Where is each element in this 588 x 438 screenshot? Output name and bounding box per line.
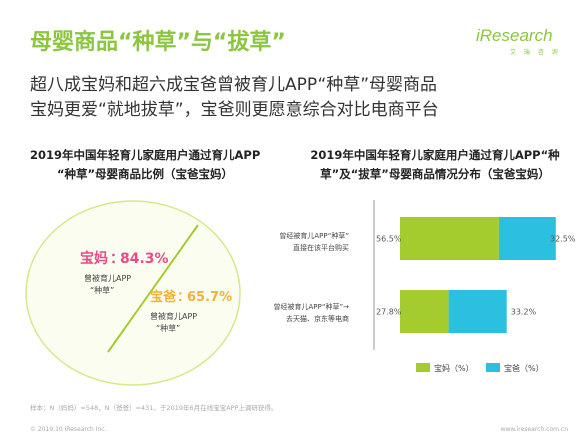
- mom-value-label: 84.3%: [120, 251, 169, 267]
- logo-subtext: 艾 瑞 咨 询: [510, 49, 561, 56]
- logo-text: iResearch: [476, 26, 553, 45]
- venn-divider: [107, 224, 199, 353]
- dad-value-label: 65.7%: [187, 290, 232, 305]
- site-url: www.iresearch.com.cn: [500, 426, 568, 433]
- copyright: © 2019.10 iResearch Inc.: [30, 426, 107, 433]
- bar-label-dad-category-1: 32.5%: [550, 235, 576, 244]
- bar-dad-category-2: [448, 290, 507, 333]
- bar-chart: 曾经被育儿APP“种草” 直接在该平台购买 曾经被育儿APP“种草”→ 去天猫、…: [274, 200, 576, 373]
- page-title: 母婴商品“种草”与“拔草”: [30, 30, 286, 55]
- category-1-label-line-2: 直接在该平台购买: [293, 243, 349, 252]
- legend-swatch-dad: [486, 363, 500, 372]
- legend-label-dad: 宝爸（%）: [504, 363, 544, 373]
- bar-dad-category-1: [498, 217, 556, 260]
- subtitle-line-2: 宝妈更爱“就地拔草”，宝爸则更愿意综合对比电商平台: [30, 100, 439, 120]
- right-chart-title-line-1: 2019年中国年轻育儿家庭用户通过育儿APP“种: [310, 148, 560, 162]
- iresearch-logo: iResearch 艾 瑞 咨 询: [476, 26, 566, 56]
- legend-label-mom: 宝妈（%）: [434, 363, 474, 373]
- dad-desc-line-2: “种草”: [156, 323, 180, 333]
- dad-desc-line-1: 曾被育儿APP: [150, 311, 197, 321]
- mom-colon: ：: [110, 251, 124, 267]
- left-chart-title-line-1: 2019年中国年轻育儿家庭用户通过育儿APP: [30, 148, 261, 162]
- dad-group-label: 宝爸: [150, 289, 176, 305]
- venn-chart: 宝妈 ： 84.3% 曾被育儿APP “种草” 宝爸 ： 65.7% 曾被育儿A…: [25, 200, 241, 386]
- category-1-label-line-1: 曾经被育儿APP“种草”: [279, 231, 349, 240]
- bar-mom-category-2: [400, 290, 449, 333]
- legend-swatch-mom: [416, 363, 430, 372]
- left-chart-title-line-2: “种草”母婴商品比例（宝爸宝妈）: [56, 167, 234, 181]
- right-chart-title-line-2: 草”及“拔草”母婴商品情况分布（宝爸宝妈）: [320, 167, 550, 181]
- bar-label-dad-category-2: 33.2%: [511, 308, 537, 317]
- bar-label-mom-category-1: 56.5%: [376, 235, 402, 244]
- bar-label-mom-category-2: 27.8%: [376, 308, 402, 317]
- venn-circle: [25, 200, 241, 386]
- subtitle-line-1: 超八成宝妈和超六成宝爸曾被育儿APP“种草”母婴商品: [30, 75, 438, 95]
- mom-desc-line-2: “种草”: [90, 285, 114, 295]
- category-2-label-line-1: 曾经被育儿APP“种草”→: [274, 302, 350, 311]
- footnote: 样本：N（妈妈）=548，N（爸爸）=431，于2019年6月在线宝宝APP上调…: [30, 404, 278, 412]
- mom-desc-line-1: 曾被育儿APP: [84, 273, 131, 283]
- dad-colon: ：: [177, 290, 190, 305]
- right-chart-title: 2019年中国年轻育儿家庭用户通过育儿APP“种 草”及“拔草”母婴商品情况分布…: [300, 146, 570, 184]
- bar-mom-category-1: [400, 217, 499, 260]
- left-chart-title: 2019年中国年轻育儿家庭用户通过育儿APP “种草”母婴商品比例（宝爸宝妈）: [30, 146, 260, 184]
- category-2-label-line-2: 去天猫、京东等电商: [286, 314, 349, 323]
- mom-group-label: 宝妈: [80, 250, 108, 267]
